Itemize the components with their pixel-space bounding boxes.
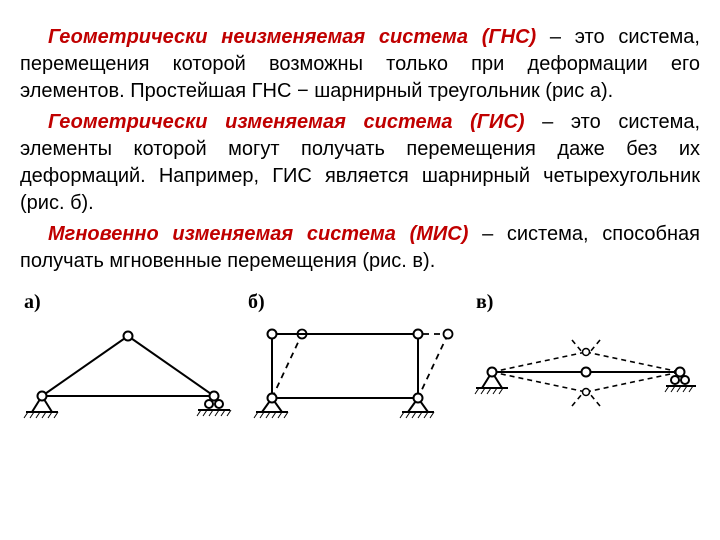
- paragraph-gns: Геометрически неизменяемая система (ГНС)…: [20, 24, 700, 105]
- diagram-b-label: б): [248, 291, 265, 314]
- diagrams-row: а): [20, 291, 700, 426]
- diagram-c-svg: [474, 316, 698, 426]
- diagram-a-svg: [22, 316, 234, 426]
- term-gns: Геометрически неизменяемая система (ГНС): [48, 26, 536, 48]
- diagram-b-svg: [246, 316, 462, 426]
- term-gis: Геометрически изменяемая система (ГИС): [48, 111, 525, 133]
- diagram-c-label: в): [476, 291, 493, 314]
- diagram-a: а): [22, 291, 234, 426]
- diagram-c: в): [474, 291, 698, 426]
- diagram-a-label: а): [24, 291, 41, 314]
- paragraph-gis: Геометрически изменяемая система (ГИС) –…: [20, 109, 700, 217]
- term-mis: Мгновенно изменяемая система (МИС): [48, 223, 468, 245]
- diagram-b: б): [246, 291, 462, 426]
- paragraph-mis: Мгновенно изменяемая система (МИС) – сис…: [20, 221, 700, 275]
